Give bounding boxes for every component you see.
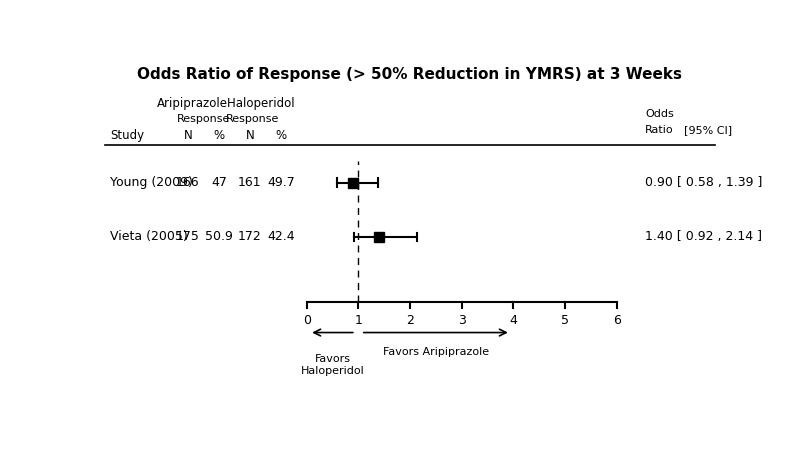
Text: Ratio: Ratio — [645, 125, 674, 135]
Text: 0.90 [ 0.58 , 1.39 ]: 0.90 [ 0.58 , 1.39 ] — [645, 176, 762, 189]
Text: Odds: Odds — [645, 109, 674, 119]
Text: N: N — [183, 129, 192, 142]
Text: 1: 1 — [354, 315, 362, 327]
Text: 3: 3 — [458, 315, 466, 327]
Text: %: % — [214, 129, 224, 142]
Text: Study: Study — [110, 129, 145, 142]
Text: %: % — [275, 129, 286, 142]
Text: Response: Response — [177, 114, 230, 124]
Text: 1.40 [ 0.92 , 2.14 ]: 1.40 [ 0.92 , 2.14 ] — [645, 230, 762, 243]
Text: 50.9: 50.9 — [205, 230, 233, 243]
Text: 166: 166 — [176, 176, 200, 189]
Text: 161: 161 — [238, 176, 262, 189]
Text: 4: 4 — [510, 315, 518, 327]
Text: AripiprazoleHaloperidol: AripiprazoleHaloperidol — [158, 97, 296, 110]
Text: Odds Ratio of Response (> 50% Reduction in YMRS) at 3 Weeks: Odds Ratio of Response (> 50% Reduction … — [138, 67, 682, 82]
Text: [95% CI]: [95% CI] — [684, 125, 732, 136]
Text: Vieta (2005): Vieta (2005) — [110, 230, 188, 243]
Text: 49.7: 49.7 — [267, 176, 294, 189]
Text: 42.4: 42.4 — [267, 230, 294, 243]
Text: 0: 0 — [302, 315, 310, 327]
Text: Young (2009): Young (2009) — [110, 176, 194, 189]
Text: 47: 47 — [211, 176, 226, 189]
Text: 5: 5 — [561, 315, 569, 327]
Text: Response: Response — [226, 114, 279, 124]
Text: 172: 172 — [238, 230, 262, 243]
Text: N: N — [246, 129, 254, 142]
Text: 175: 175 — [176, 230, 200, 243]
Text: Favors
Haloperidol: Favors Haloperidol — [301, 354, 364, 376]
Text: 6: 6 — [613, 315, 621, 327]
Text: Favors Aripiprazole: Favors Aripiprazole — [382, 347, 489, 357]
Text: 2: 2 — [406, 315, 414, 327]
